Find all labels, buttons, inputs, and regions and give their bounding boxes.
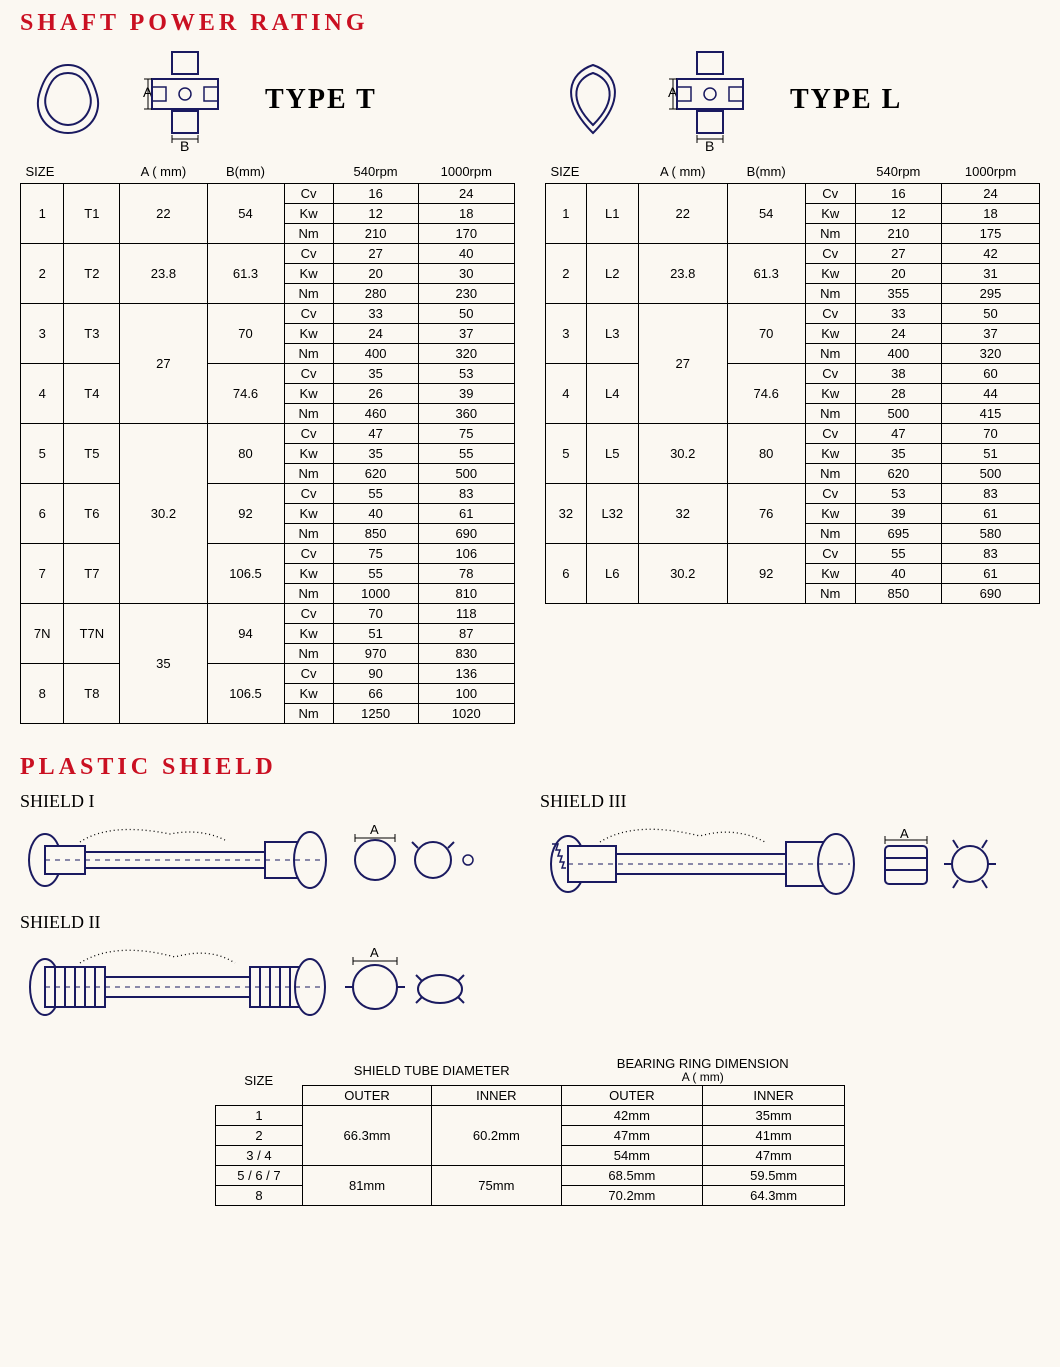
- shield1-label: SHIELD I: [20, 791, 520, 812]
- profile-t-icon: [20, 55, 115, 145]
- table-row: 3L32770Cv3350: [546, 304, 1040, 324]
- table-row: 32L323276Cv5383: [546, 484, 1040, 504]
- table-row: 166.3mm60.2mm42mm35mm: [216, 1106, 845, 1126]
- shield1-icon: A: [20, 818, 490, 898]
- table-row: 4T474.6Cv3553: [21, 364, 515, 384]
- table-row: 8T8106.5Cv90136: [21, 664, 515, 684]
- svg-text:A: A: [370, 945, 379, 960]
- type-l-column: A B TYPE L SIZEA ( mm)B(mm)540rpm1000rpm…: [545, 47, 1040, 724]
- profile-l-icon: [545, 55, 640, 145]
- table-row: 7NT7N3594Cv70118: [21, 604, 515, 624]
- type-l-label: TYPE L: [790, 84, 902, 116]
- cross-t-icon: A B: [130, 47, 250, 152]
- power-rating-row: A B TYPE T SIZEA ( mm)B(mm)540rpm1000rpm…: [20, 47, 1040, 724]
- type-t-column: A B TYPE T SIZEA ( mm)B(mm)540rpm1000rpm…: [20, 47, 515, 724]
- table-row: 2L223.861.3Cv2742: [546, 244, 1040, 264]
- table-row: 3T32770Cv3350: [21, 304, 515, 324]
- table-row: 5 / 6 / 781mm75mm68.5mm59.5mm: [216, 1166, 845, 1186]
- table-row: 7T7106.5Cv75106: [21, 544, 515, 564]
- table-row: 5T530.280Cv4775: [21, 424, 515, 444]
- table-row: 5L530.280Cv4770: [546, 424, 1040, 444]
- shield3-icon: A: [540, 818, 1010, 908]
- type-t-label: TYPE T: [265, 84, 377, 116]
- svg-text:B: B: [705, 138, 714, 152]
- shield2-icon: A: [20, 939, 490, 1029]
- table-row: 4L474.6Cv3860: [546, 364, 1040, 384]
- shield3-label: SHIELD III: [540, 791, 1040, 812]
- table-type-t: SIZEA ( mm)B(mm)540rpm1000rpm1T12254Cv16…: [20, 162, 515, 724]
- heading-power: SHAFT POWER RATING: [20, 10, 1040, 37]
- cross-l-icon: A B: [655, 47, 775, 152]
- table-row: 6T692Cv5583: [21, 484, 515, 504]
- table-type-l: SIZEA ( mm)B(mm)540rpm1000rpm1L12254Cv16…: [545, 162, 1040, 604]
- shield-diagrams-row: SHIELD I A SHIELD II: [20, 791, 1040, 1043]
- table-row: 2T223.861.3Cv2740: [21, 244, 515, 264]
- shield-table: SIZESHIELD TUBE DIAMETERBEARING RING DIM…: [215, 1055, 845, 1206]
- table-row: 1T12254Cv1624: [21, 184, 515, 204]
- svg-text:A: A: [370, 822, 379, 837]
- table-row: 6L630.292Cv5583: [546, 544, 1040, 564]
- shield2-label: SHIELD II: [20, 912, 520, 933]
- svg-text:A: A: [900, 826, 909, 841]
- svg-text:B: B: [180, 138, 189, 152]
- table-row: 1L12254Cv1624: [546, 184, 1040, 204]
- heading-shield: PLASTIC SHIELD: [20, 754, 1040, 781]
